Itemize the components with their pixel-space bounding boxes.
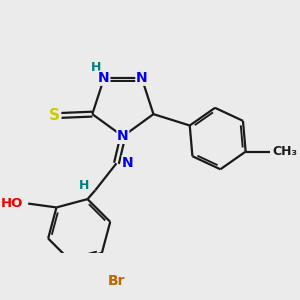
Text: HO: HO: [1, 197, 23, 210]
Text: H: H: [91, 61, 101, 74]
Text: N: N: [117, 129, 129, 143]
Text: N: N: [98, 71, 110, 85]
Text: H: H: [79, 179, 89, 192]
Text: Br: Br: [108, 274, 125, 287]
Text: N: N: [122, 156, 134, 170]
Text: CH₃: CH₃: [273, 145, 298, 158]
Text: S: S: [49, 108, 60, 123]
Text: N: N: [136, 71, 148, 85]
